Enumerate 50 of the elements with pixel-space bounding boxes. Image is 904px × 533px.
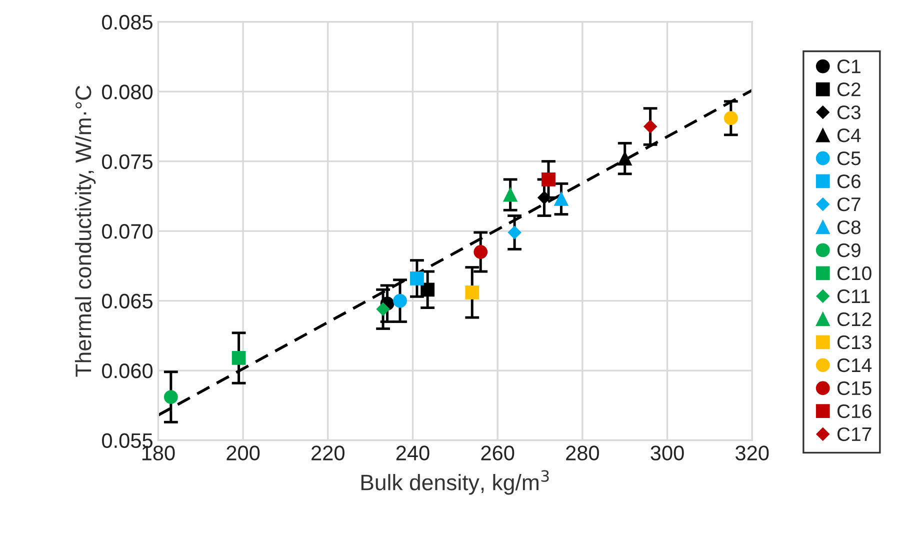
- y-tick-label: 0.075: [102, 154, 152, 170]
- x-tick-label: 260: [481, 446, 514, 460]
- legend-label: C16: [837, 404, 872, 418]
- x-tick-label: 300: [650, 446, 684, 460]
- point: [232, 351, 246, 365]
- legend-label: C13: [837, 335, 872, 350]
- point: [724, 111, 738, 126]
- legend-label: C12: [837, 312, 872, 326]
- legend-label: C11: [837, 289, 870, 304]
- y-tick-label: 0.080: [102, 84, 153, 100]
- x-tick-label: 220: [312, 446, 344, 460]
- legend-label: C6: [837, 174, 860, 188]
- point: [465, 285, 480, 300]
- x-tick-label: 240: [396, 446, 430, 460]
- legend-label: C15: [837, 381, 872, 396]
- y-tick-label: 0.060: [102, 364, 153, 378]
- x-axis-title: Bulk density, kg/m$^{3}$: [361, 470, 549, 495]
- x-tick-label: 280: [566, 446, 599, 460]
- point: [542, 172, 556, 186]
- legend-label: C8: [837, 220, 860, 234]
- y-tick-label: 0.085: [102, 14, 152, 30]
- legend-label: C2: [837, 82, 860, 96]
- y-tick-label: 0.055: [102, 433, 152, 448]
- x-tick-label: 200: [226, 446, 260, 460]
- point: [164, 390, 178, 404]
- x-tick-label: 180: [142, 446, 175, 460]
- legend-label: C9: [837, 243, 860, 258]
- legend-label: C5: [837, 151, 861, 166]
- point: [554, 192, 568, 206]
- y-tick-label: 0.065: [102, 294, 152, 309]
- point: [618, 152, 632, 166]
- legend-label: C4: [837, 128, 861, 142]
- point: [508, 226, 522, 240]
- legend-label: C14: [837, 358, 872, 372]
- legend-label: C10: [837, 266, 872, 280]
- point: [644, 120, 657, 134]
- legend-label: C17: [837, 427, 872, 442]
- legend-label: C7: [837, 197, 860, 212]
- point: [474, 245, 488, 259]
- x-tick-label: 320: [736, 446, 769, 460]
- point: [376, 302, 390, 316]
- point: [410, 272, 424, 286]
- y-tick-label: 0.070: [102, 224, 153, 239]
- y-axis-title: Thermal conductivity, W/m·°C: [74, 86, 96, 377]
- point: [393, 294, 407, 308]
- legend-label: C1: [837, 60, 860, 74]
- point: [503, 188, 518, 202]
- point: [538, 190, 551, 204]
- legend-label: C3: [837, 106, 860, 120]
- point: [420, 282, 435, 297]
